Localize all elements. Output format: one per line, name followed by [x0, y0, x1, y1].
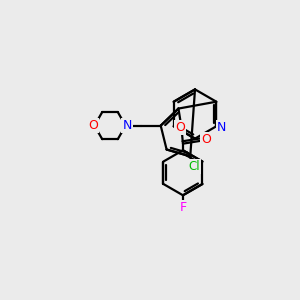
Text: N: N — [122, 119, 132, 132]
Text: O: O — [88, 119, 98, 132]
Text: F: F — [179, 201, 187, 214]
Text: O: O — [201, 133, 211, 146]
Text: Cl: Cl — [188, 160, 200, 173]
Text: N: N — [217, 121, 226, 134]
Text: O: O — [175, 121, 185, 134]
